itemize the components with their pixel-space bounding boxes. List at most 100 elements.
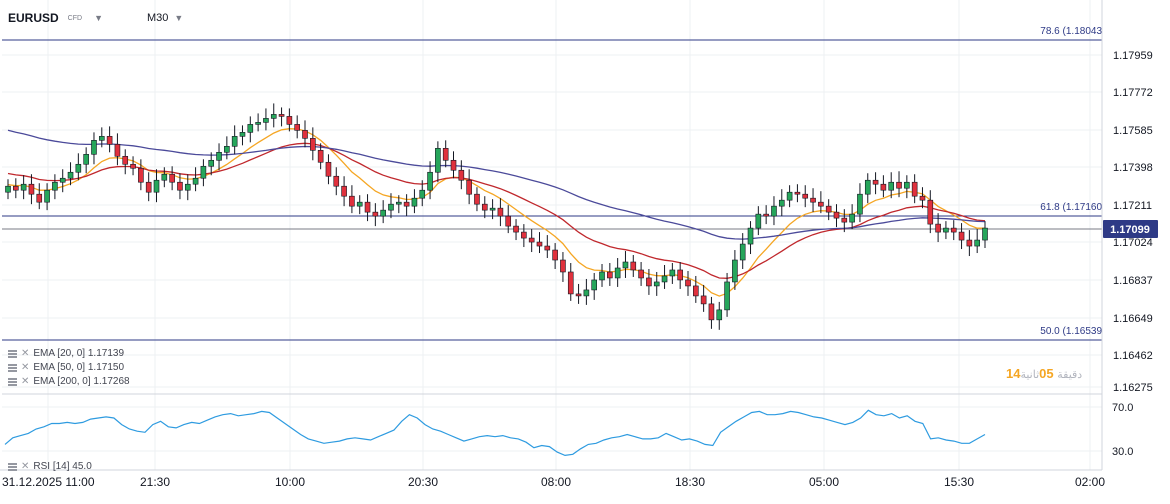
- candle-body: [403, 201, 410, 207]
- candle-body: [841, 217, 848, 223]
- time-tick-label: 21:30: [140, 475, 170, 489]
- rsi-line: [4, 409, 986, 457]
- symbol-type: CFD: [67, 14, 83, 22]
- fib-label-618: 61.8 (1.17160: [1040, 202, 1102, 213]
- candle-body: [184, 183, 191, 191]
- candle-body: [614, 267, 621, 279]
- candle-body: [919, 195, 926, 201]
- time-tick-label: 20:30: [408, 475, 438, 489]
- price-tick-label: 1.16837: [1113, 275, 1153, 287]
- candle-body: [317, 150, 324, 163]
- candle-body: [857, 193, 863, 215]
- countdown-minutes: 14: [1006, 366, 1021, 381]
- candle-body: [388, 203, 394, 211]
- settings-lines-icon[interactable]: [8, 377, 17, 386]
- ema-50-line: [7, 142, 986, 279]
- countdown-minutes-unit: دقيقة: [1057, 369, 1083, 381]
- candle-body: [943, 227, 949, 233]
- candle-body: [106, 136, 113, 145]
- candle-body: [435, 148, 441, 173]
- candle-body: [294, 124, 300, 131]
- candle-body: [638, 269, 644, 279]
- candle-body: [333, 175, 340, 187]
- settings-lines-icon[interactable]: [8, 462, 17, 471]
- settings-lines-icon[interactable]: [8, 363, 17, 372]
- candle-body: [411, 197, 418, 207]
- candle-body: [786, 191, 793, 201]
- candle-body: [958, 231, 965, 241]
- legend-ema-50[interactable]: ✕ EMA [50, 0] 1.17150: [8, 362, 124, 373]
- ema-200-line: [7, 129, 986, 240]
- axes: 1.17959 1.17772 1.17585 1.17398 1.17211 1.170…: [0, 0, 1153, 489]
- candle-body: [349, 195, 355, 207]
- candle-body: [880, 183, 887, 191]
- price-tick-label: 1.16649: [1113, 313, 1153, 325]
- legend-ema-20[interactable]: ✕ EMA [20, 0] 1.17139: [8, 348, 124, 359]
- candle-body: [247, 124, 254, 133]
- candle-body: [192, 177, 199, 185]
- time-tick-label: 08:00: [541, 475, 571, 489]
- symbol-name[interactable]: EURUSD: [8, 11, 59, 25]
- candle-body: [208, 159, 215, 167]
- candle-body: [708, 303, 715, 321]
- rsi-tick-label: 70.0: [1112, 402, 1133, 414]
- candle-body: [130, 163, 136, 169]
- close-icon[interactable]: ✕: [21, 348, 30, 359]
- candle-body: [521, 231, 527, 239]
- candle-body: [419, 189, 426, 199]
- candle-body: [13, 185, 19, 191]
- candle-body: [653, 281, 660, 287]
- candle-body: [739, 243, 746, 261]
- candle-body: [950, 227, 957, 233]
- price-tick-label: 1.17398: [1113, 162, 1153, 174]
- candle-body: [544, 245, 551, 251]
- candle-body: [98, 136, 105, 141]
- fibonacci-levels: 78.6 (1.18043 61.8 (1.17160 50.0 (1.1653…: [2, 26, 1102, 341]
- candle-body: [849, 213, 855, 223]
- legend-rsi-label: RSI [14] 45.0: [33, 461, 92, 472]
- candle-body: [356, 201, 363, 207]
- timeframe-dropdown-chevron-icon[interactable]: ▼: [174, 13, 184, 23]
- candle-body: [466, 179, 472, 195]
- candle-body: [395, 201, 402, 205]
- close-icon[interactable]: ✕: [21, 461, 30, 472]
- candle-body: [216, 152, 222, 161]
- candle-body: [591, 279, 598, 291]
- candle-body: [481, 203, 488, 211]
- time-tick-label: 31.12.2025 11:00: [2, 475, 95, 489]
- price-tick-label: 1.17585: [1113, 125, 1153, 137]
- candle-body: [270, 114, 277, 119]
- candle-body: [450, 159, 457, 171]
- price-tick-label: 1.17024: [1113, 237, 1153, 249]
- candle-body: [677, 269, 683, 281]
- candle-body: [200, 165, 207, 179]
- candle-body: [825, 205, 832, 213]
- timeframe-selector[interactable]: M30: [146, 12, 169, 24]
- candle-body: [599, 271, 605, 281]
- candle-body: [646, 277, 652, 287]
- candle-body: [974, 239, 980, 247]
- time-tick-label: 05:00: [809, 475, 839, 489]
- current-price-tag[interactable]: 1.17099: [1103, 220, 1158, 238]
- price-tick-label: 1.16462: [1113, 350, 1153, 362]
- settings-lines-icon[interactable]: [8, 349, 17, 358]
- bar-countdown: 14 دقيقة 05ثانية: [1006, 366, 1082, 381]
- candle-body: [982, 227, 988, 241]
- symbol-dropdown-chevron-icon[interactable]: ▼: [94, 13, 103, 23]
- candle-body: [231, 136, 238, 147]
- candle-body: [935, 223, 941, 233]
- candle-body: [310, 138, 316, 151]
- candle-body: [864, 179, 871, 195]
- candle-body: [28, 183, 35, 195]
- close-icon[interactable]: ✕: [21, 376, 30, 387]
- candle-body: [153, 179, 160, 193]
- price-tag-box: [1103, 220, 1158, 238]
- close-icon[interactable]: ✕: [21, 362, 30, 373]
- legend-rsi[interactable]: ✕ RSI [14] 45.0: [8, 461, 92, 472]
- rsi-panel: [2, 393, 1102, 457]
- candle-body: [693, 285, 699, 297]
- candle-body: [904, 181, 910, 189]
- candle-body: [341, 185, 347, 197]
- legend-ema-200[interactable]: ✕ EMA [200, 0] 1.17268: [8, 376, 130, 387]
